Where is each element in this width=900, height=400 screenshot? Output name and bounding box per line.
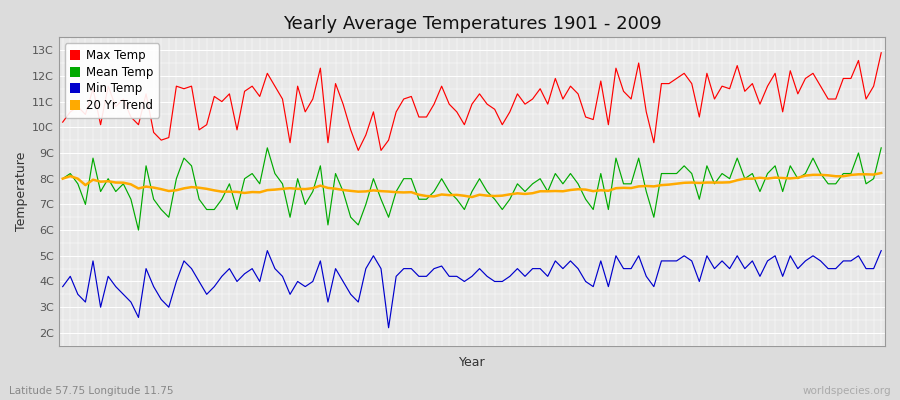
X-axis label: Year: Year (459, 356, 485, 369)
Legend: Max Temp, Mean Temp, Min Temp, 20 Yr Trend: Max Temp, Mean Temp, Min Temp, 20 Yr Tre… (65, 43, 159, 118)
Y-axis label: Temperature: Temperature (15, 152, 28, 231)
Title: Yearly Average Temperatures 1901 - 2009: Yearly Average Temperatures 1901 - 2009 (283, 15, 662, 33)
Text: Latitude 57.75 Longitude 11.75: Latitude 57.75 Longitude 11.75 (9, 386, 174, 396)
Text: worldspecies.org: worldspecies.org (803, 386, 891, 396)
